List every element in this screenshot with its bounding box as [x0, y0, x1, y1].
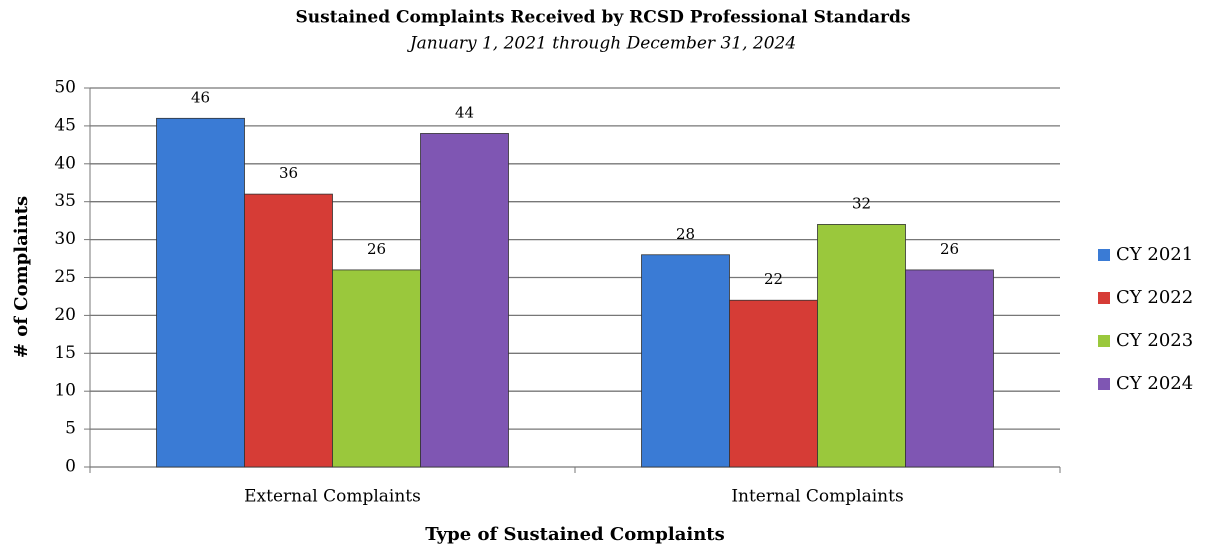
y-tick-label: 20	[54, 305, 76, 325]
chart-subtitle: January 1, 2021 through December 31, 202…	[407, 34, 796, 54]
value-label: 44	[455, 103, 474, 121]
value-label: 28	[676, 225, 695, 243]
legend-swatch	[1098, 378, 1110, 390]
y-tick-label: 5	[65, 419, 76, 439]
legend-label: CY 2021	[1116, 244, 1193, 265]
y-tick-label: 35	[54, 191, 76, 211]
legend-swatch	[1098, 292, 1110, 304]
y-tick-label: 25	[54, 267, 76, 287]
value-label: 36	[279, 164, 298, 182]
x-tick-label: Internal Complaints	[731, 487, 903, 507]
bar	[905, 269, 994, 468]
value-label: 26	[367, 240, 386, 258]
y-axis-label: # of Complaints	[11, 196, 32, 358]
chart-title: Sustained Complaints Received by RCSD Pr…	[296, 8, 911, 28]
y-tick-label: 0	[65, 457, 76, 477]
y-tick-label: 45	[54, 115, 76, 135]
legend-swatch	[1098, 335, 1110, 347]
legend-label: CY 2024	[1116, 373, 1193, 394]
y-tick-label: 15	[54, 343, 76, 363]
value-label: 32	[852, 194, 871, 212]
bar	[729, 299, 818, 468]
bar	[156, 117, 245, 468]
bar	[420, 133, 509, 468]
bar	[244, 193, 333, 468]
y-tick-label: 30	[54, 229, 76, 249]
legend-label: CY 2022	[1116, 287, 1193, 308]
x-tick-label: External Complaints	[244, 487, 421, 507]
value-label: 46	[191, 88, 210, 106]
y-tick-label: 40	[54, 153, 76, 173]
value-label: 22	[764, 270, 783, 288]
legend-label: CY 2023	[1116, 330, 1193, 351]
bar	[817, 224, 906, 468]
legend-swatch	[1098, 249, 1110, 261]
bar	[641, 254, 730, 468]
y-tick-label: 50	[54, 78, 76, 98]
value-label: 26	[940, 240, 959, 258]
x-axis-label: Type of Sustained Complaints	[425, 524, 724, 545]
y-tick-label: 10	[54, 381, 76, 401]
bar	[332, 269, 421, 468]
